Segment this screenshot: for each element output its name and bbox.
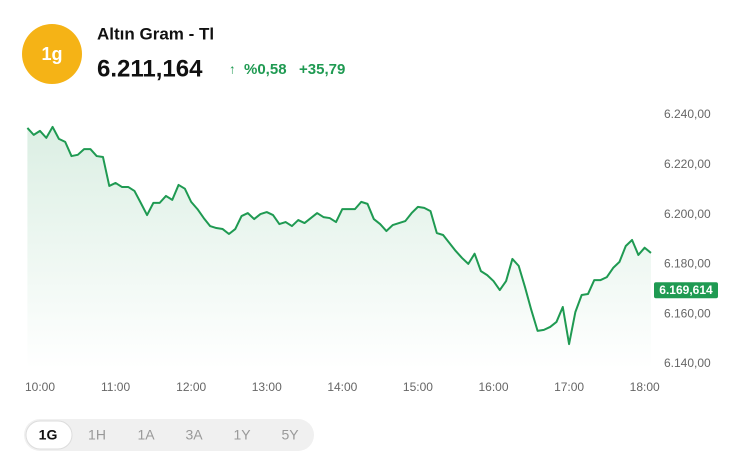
y-tick-label: 6.240,00 (664, 107, 711, 121)
x-tick-label: 18:00 (630, 380, 660, 394)
range-bar (24, 419, 314, 451)
area-fill (27, 126, 651, 369)
price-line (26, 125, 652, 346)
price: 6.211,164 (97, 55, 203, 82)
x-tick-label: 14:00 (327, 380, 357, 394)
range-button[interactable]: 1Y (233, 427, 251, 443)
x-tick-label: 16:00 (478, 380, 508, 394)
range-button[interactable]: 3A (185, 427, 203, 443)
price-tag-label: 6.169,614 (659, 283, 713, 297)
x-tick-label: 11:00 (101, 380, 130, 394)
y-tick-label: 6.160,00 (664, 306, 711, 320)
range-button[interactable]: 1A (137, 427, 155, 443)
range-button-active[interactable] (25, 420, 73, 450)
range-button[interactable]: 1H (88, 427, 106, 443)
title: Altın Gram - Tl (97, 24, 214, 43)
icon-text: 1g (41, 44, 62, 64)
y-tick-label: 6.200,00 (664, 207, 711, 221)
x-tick-label: 13:00 (252, 380, 282, 394)
x-tick-label: 17:00 (554, 380, 584, 394)
x-tick-label: 15:00 (403, 380, 433, 394)
change-arrow: ↑ (229, 61, 236, 76)
change-percent: %0,58 (244, 61, 287, 78)
price-tag (654, 282, 718, 299)
y-tick-label: 6.220,00 (664, 157, 711, 171)
range-button[interactable]: 1G (39, 427, 58, 443)
x-tick-label: 12:00 (176, 380, 206, 394)
range-button[interactable]: 5Y (281, 427, 299, 443)
x-tick-label: 10:00 (25, 380, 55, 394)
y-tick-label: 6.140,00 (664, 356, 711, 370)
y-tick-label: 6.180,00 (664, 257, 711, 271)
change-value: +35,79 (299, 61, 345, 78)
icon-circle (22, 24, 82, 84)
